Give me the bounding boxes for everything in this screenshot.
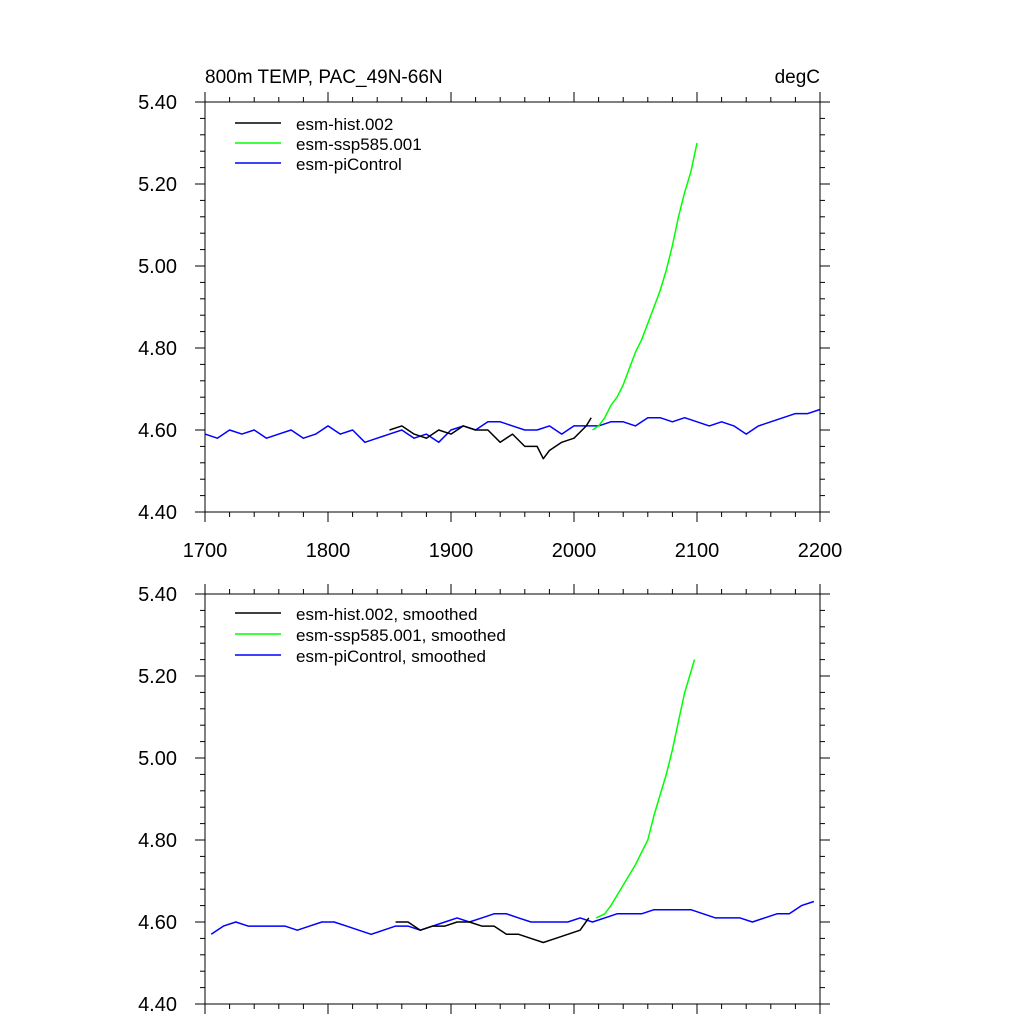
top-legend-label-3: esm-piControl (296, 155, 402, 174)
top-panel: 800m TEMP, PAC_49N-66N degC 4.40 4.60 4.80… (138, 67, 842, 562)
y-tick-label: 5.00 (138, 748, 177, 770)
y-tick-label: 4.60 (138, 912, 177, 934)
x-tick-label: 2100 (675, 540, 720, 562)
units-label: degC (775, 67, 820, 88)
y-tick-label: 5.00 (138, 256, 177, 278)
series-line-esm-hist-002-smoothed (395, 917, 590, 944)
bottom-legend-label-3: esm-piControl, smoothed (296, 647, 486, 666)
x-tick-label: 1800 (306, 540, 351, 562)
top-plot-frame (204, 101, 821, 513)
y-tick-label: 5.20 (138, 174, 177, 196)
y-tick-label: 5.40 (138, 584, 177, 606)
top-ticks: 4.40 4.60 4.80 5.00 5.20 5.40 1700 1800 1900 2000… (138, 92, 842, 562)
y-tick-label: 5.20 (138, 666, 177, 688)
top-legend-label-1: esm-hist.002 (296, 115, 393, 134)
y-tick-label: 4.80 (138, 338, 177, 360)
y-tick-label: 4.60 (138, 420, 177, 442)
y-tick-label: 5.40 (138, 92, 177, 114)
y-tick-label: 4.40 (138, 994, 177, 1016)
top-legend-label-2: esm-ssp585.001 (296, 135, 422, 154)
top-series (204, 142, 821, 460)
series-line-esm-hist-002 (389, 417, 592, 460)
y-tick-label: 4.80 (138, 830, 177, 852)
bottom-series (210, 659, 815, 944)
series-line-esm-picontrol (204, 408, 821, 444)
x-tick-label: 1900 (429, 540, 474, 562)
bottom-plot-frame (204, 593, 821, 1005)
series-line-esm-ssp585-001-smoothed (595, 659, 696, 919)
y-tick-label: 4.40 (138, 502, 177, 524)
bottom-ticks: 4.40 4.60 4.80 5.00 5.20 5.40 (138, 584, 830, 1016)
top-legend: esm-hist.002 esm-ssp585.001 esm-piContro… (235, 115, 422, 174)
series-line-esm-ssp585-001 (592, 142, 698, 431)
bottom-legend: esm-hist.002, smoothed esm-ssp585.001, s… (235, 605, 506, 666)
x-tick-label: 2000 (552, 540, 597, 562)
series-line-esm-picontrol-smoothed (210, 900, 815, 936)
x-tick-label: 2200 (798, 540, 843, 562)
bottom-panel: 4.40 4.60 4.80 5.00 5.20 5.40 esm-hist.002, s… (138, 584, 830, 1016)
x-tick-label: 1700 (183, 540, 228, 562)
chart-title: 800m TEMP, PAC_49N-66N (205, 67, 443, 88)
bottom-legend-label-2: esm-ssp585.001, smoothed (296, 626, 506, 645)
bottom-legend-label-1: esm-hist.002, smoothed (296, 605, 477, 624)
